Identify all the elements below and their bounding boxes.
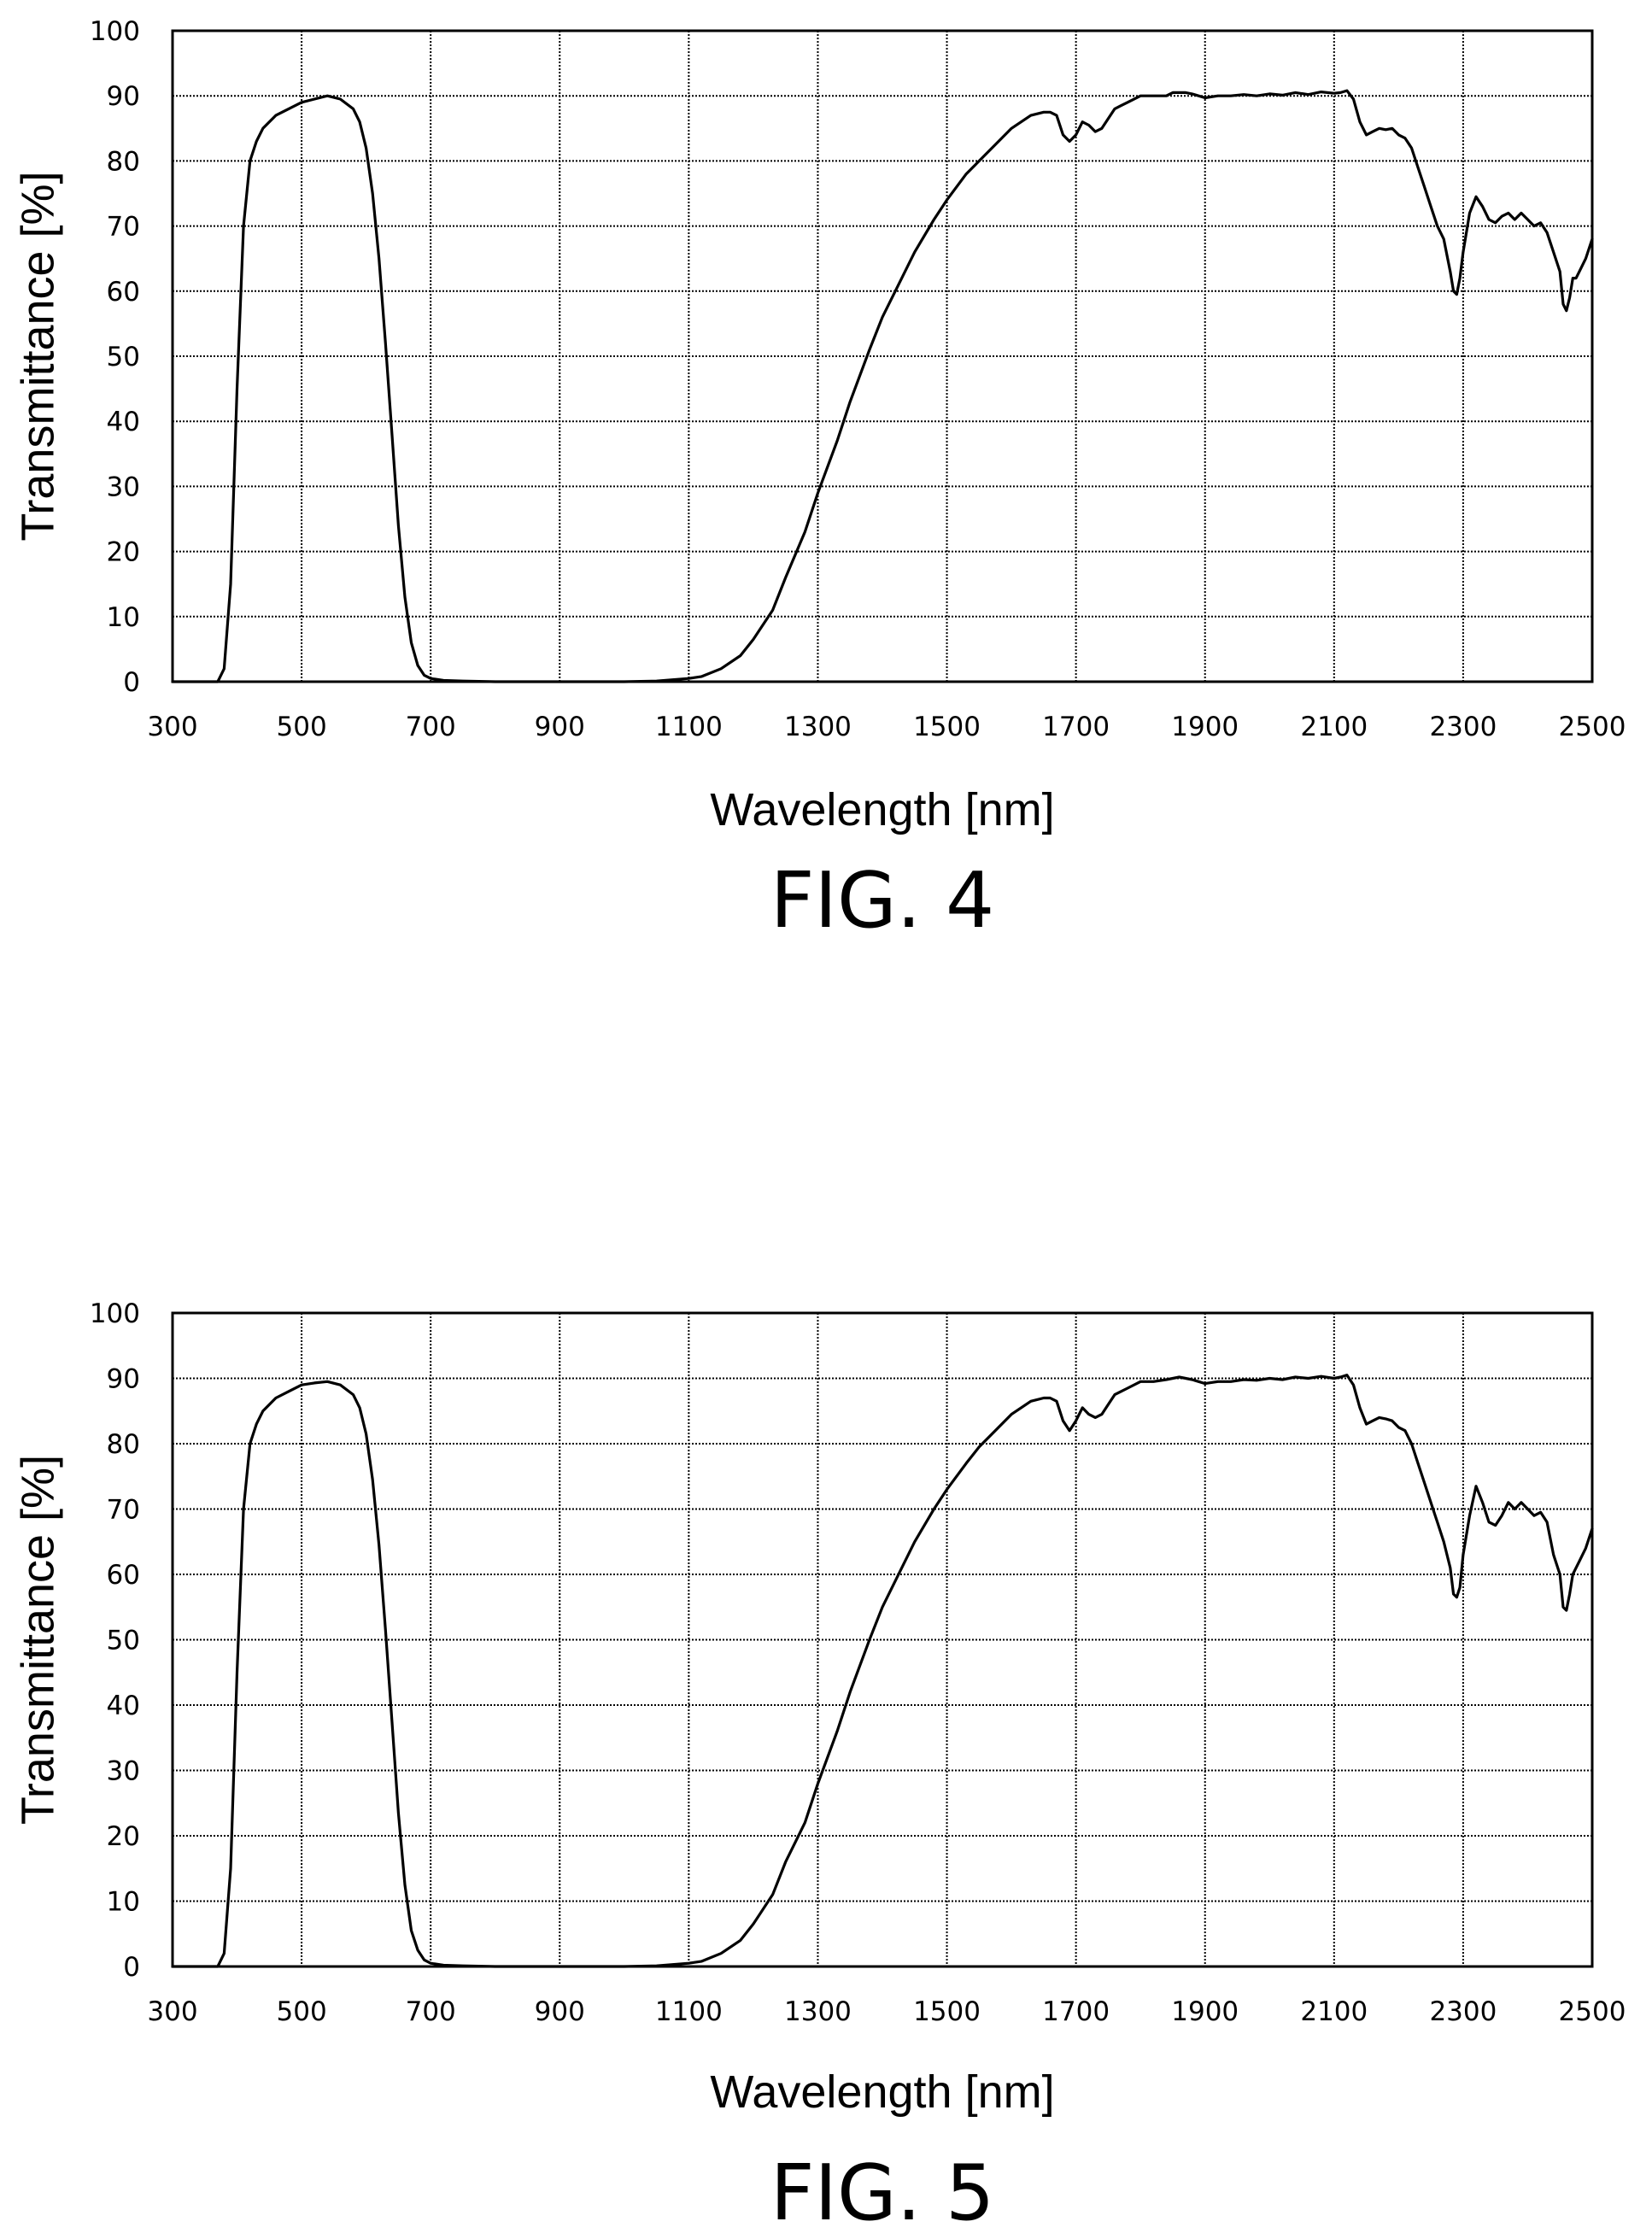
fig-5-x-tick-2500: 2500	[1559, 1996, 1626, 2027]
fig-5-x-tick-1700: 1700	[1042, 1996, 1110, 2027]
fig-4-plot-frame	[171, 29, 1594, 683]
fig-5-y-tick-30: 30	[107, 1756, 140, 1787]
fig-5-transmittance-curve	[171, 1374, 1594, 1968]
fig-4-y-tick-70: 70	[107, 212, 140, 243]
fig-5-y-tick-50: 50	[107, 1626, 140, 1656]
fig-5-y-tick-100: 100	[90, 1298, 140, 1329]
fig-4-x-tick-1100: 1100	[655, 712, 723, 742]
fig-4-y-tick-50: 50	[107, 342, 140, 372]
fig-4-caption: FIG. 4	[770, 856, 995, 946]
fig-5-plot-frame	[171, 1311, 1594, 1968]
fig-4-y-tick-60: 60	[107, 277, 140, 308]
fig-5-y-tick-80: 80	[107, 1429, 140, 1460]
fig-5-y-tick-labels: 0 10 20 30 40 50 60 70 80 90 100	[90, 1298, 140, 1983]
fig-4-x-axis-label: Wavelength [nm]	[710, 784, 1054, 835]
fig-4-transmittance-curve	[171, 89, 1594, 683]
fig-4-x-tick-2100: 2100	[1300, 712, 1368, 742]
fig-5-y-tick-10: 10	[107, 1887, 140, 1918]
fig-4-y-tick-0: 0	[123, 667, 140, 698]
fig-4-x-tick-labels: 300 500 700 900 1100 1300 1500 1700 1900 2100 2300…	[147, 712, 1626, 742]
fig-5-x-tick-900: 900	[535, 1996, 585, 2027]
fig-4-x-tick-1300: 1300	[784, 712, 852, 742]
fig-5-x-tick-1500: 1500	[913, 1996, 981, 2027]
fig-5-x-tick-500: 500	[277, 1996, 327, 2027]
fig-4-x-tick-900: 900	[535, 712, 585, 742]
fig-5-x-tick-2100: 2100	[1300, 1996, 1368, 2027]
fig-5-y-axis-label: Transmittance [%]	[12, 1455, 63, 1825]
fig-5-caption: FIG. 5	[770, 2148, 995, 2238]
fig-4-x-tick-2300: 2300	[1429, 712, 1497, 742]
fig-4-y-tick-30: 30	[107, 472, 140, 502]
fig-5-y-tick-90: 90	[107, 1364, 140, 1395]
fig-5-x-tick-700: 700	[406, 1996, 456, 2027]
fig-4-x-tick-1900: 1900	[1171, 712, 1239, 742]
fig-5-y-tick-40: 40	[107, 1691, 140, 1721]
fig-4-y-tick-40: 40	[107, 407, 140, 437]
fig-5-y-tick-0: 0	[123, 1952, 140, 1983]
fig-4-y-tick-10: 10	[107, 602, 140, 633]
fig-5-x-tick-labels: 300 500 700 900 1100 1300 1500 1700 1900 2100 2300…	[147, 1996, 1626, 2027]
fig-4-x-tick-500: 500	[277, 712, 327, 742]
fig-4-x-tick-2500: 2500	[1559, 712, 1626, 742]
fig-5-y-tick-20: 20	[107, 1821, 140, 1852]
fig-4-y-tick-90: 90	[107, 81, 140, 112]
fig-5-x-tick-1300: 1300	[784, 1996, 852, 2027]
fig-4-y-axis-label: Transmittance [%]	[12, 171, 63, 541]
fig-5-x-axis-label: Wavelength [nm]	[710, 2066, 1054, 2118]
fig-4-chart: 0 10 20 30 40 50 60 70 80 90 100 300 500 700 900 1100 1…	[12, 16, 1626, 946]
fig-4-y-tick-20: 20	[107, 537, 140, 568]
fig-5-x-tick-1100: 1100	[655, 1996, 723, 2027]
fig-5-x-tick-300: 300	[147, 1996, 197, 2027]
fig-4-x-tick-300: 300	[147, 712, 197, 742]
fig-5-y-tick-70: 70	[107, 1495, 140, 1526]
fig-5-chart: 0 10 20 30 40 50 60 70 80 90 100 300 500 700 900 1100 1…	[12, 1298, 1626, 2238]
fig-5-y-tick-60: 60	[107, 1560, 140, 1591]
fig-4-y-tick-100: 100	[90, 16, 140, 47]
fig-4-x-tick-1500: 1500	[913, 712, 981, 742]
fig-4-y-tick-80: 80	[107, 146, 140, 177]
fig-5-x-tick-1900: 1900	[1171, 1996, 1239, 2027]
fig-4-x-tick-1700: 1700	[1042, 712, 1110, 742]
fig-4-y-tick-labels: 0 10 20 30 40 50 60 70 80 90 100	[90, 16, 140, 698]
fig-4-x-tick-700: 700	[406, 712, 456, 742]
fig-5-x-tick-2300: 2300	[1429, 1996, 1497, 2027]
